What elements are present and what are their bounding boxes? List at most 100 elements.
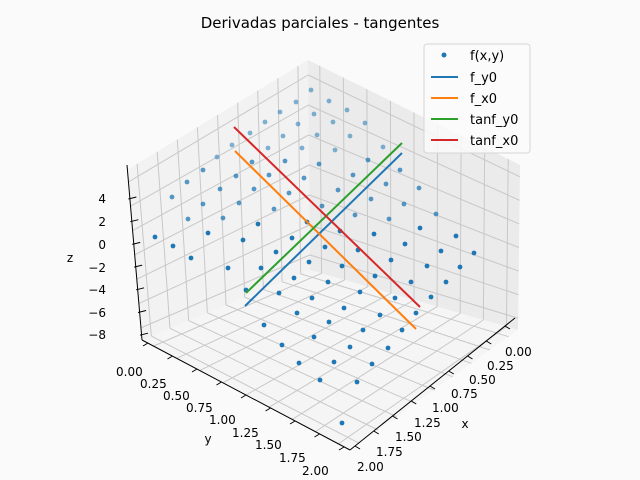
scatter-point: [170, 243, 176, 249]
scatter-point: [184, 179, 190, 185]
axis-ticks: [128, 196, 511, 451]
scatter-point: [325, 279, 331, 285]
scatter-point: [385, 345, 391, 351]
z-tick-mark: [135, 287, 145, 291]
scatter-point: [401, 201, 407, 207]
grid-line: [308, 164, 520, 248]
scatter-point: [377, 312, 383, 318]
x-axis-line: [349, 317, 516, 451]
legend-label: f(x,y): [470, 49, 504, 64]
scatter-point: [388, 257, 394, 263]
grid-line: [134, 164, 310, 256]
legend: f(x,y) f_y0 f_x0 tanf_y0 tanf_x0: [423, 43, 531, 154]
z-axis-line: [126, 164, 143, 341]
scatter-point: [271, 206, 277, 212]
x-tick: 0.00: [505, 345, 532, 359]
z-tick: 0: [98, 238, 106, 252]
scatter-point: [286, 190, 292, 196]
grid-line: [132, 134, 309, 232]
y-tick-mark: [167, 355, 173, 360]
scatter-point: [255, 221, 261, 227]
scatter-point: [339, 263, 345, 269]
scatter-point: [229, 142, 235, 148]
y-tick-mark: [289, 420, 296, 425]
x-tick: 1.00: [432, 401, 459, 415]
y-tick: 1.00: [209, 413, 236, 427]
line-tanf-x0: [233, 126, 421, 308]
scatter-point: [416, 185, 422, 191]
y-tick: 0.00: [116, 365, 143, 379]
legend-item-f-y0: f_y0: [431, 71, 497, 86]
grid-line: [300, 273, 509, 338]
x-tick-mark: [485, 340, 492, 345]
x-tick: 0.50: [469, 373, 496, 387]
grid-line: [338, 326, 507, 445]
scatter-point: [309, 295, 315, 301]
y-tick-labels: 0.00 0.25 0.50 0.75 1.00 1.25 1.50 1.75 …: [116, 365, 329, 478]
scatter-point: [217, 186, 223, 192]
legend-item-tanf-y0: tanf_y0: [431, 113, 518, 128]
scatter-point: [413, 310, 419, 316]
z-tick-mark: [134, 264, 143, 268]
scatter-point: [386, 216, 392, 222]
z-tick-mark: [137, 310, 147, 313]
scatter-point: [308, 87, 314, 93]
scatter-point: [294, 310, 300, 316]
grid-line: [281, 281, 491, 351]
scatter-point: [214, 154, 220, 160]
scatter-point: [397, 167, 403, 173]
scatter-point: [311, 334, 317, 340]
scatter-point: [295, 121, 301, 127]
line-f-y0: [244, 152, 403, 307]
scatter-point: [233, 173, 239, 179]
x-tick-labels: 0.00 0.25 0.50 0.75 1.00 1.25 1.50 1.75 …: [357, 345, 532, 474]
scatter-point: [280, 133, 286, 139]
z-axis-label: z: [67, 251, 73, 265]
legend-label: f_y0: [470, 71, 497, 86]
scatter-point: [306, 259, 312, 265]
scatter-point: [326, 319, 332, 325]
x-tick: 1.50: [395, 430, 422, 444]
scatter-point: [341, 305, 347, 311]
scatter-point: [402, 241, 408, 247]
scatter-point: [372, 273, 378, 279]
scatter-point: [276, 290, 282, 296]
grid-line: [140, 254, 311, 329]
scatter-point: [457, 264, 463, 270]
grid-line: [309, 194, 519, 272]
legend-marker-icon: [441, 52, 447, 58]
grid-line: [129, 104, 309, 207]
scatter-series-fxy: [152, 87, 477, 426]
x-tick-mark: [354, 445, 361, 450]
scatter-point: [314, 132, 320, 138]
legend-item-f-x0: f_x0: [431, 92, 497, 107]
scatter-point: [433, 211, 439, 217]
scatter-point: [365, 157, 371, 163]
x-tick-mark: [429, 385, 436, 390]
z-tick-mark: [130, 219, 139, 223]
legend-frame: [423, 43, 531, 154]
scatter-point: [360, 327, 366, 333]
scatter-point: [350, 172, 356, 178]
z-tick: 2: [98, 215, 106, 229]
scatter-point: [200, 201, 206, 207]
y-tick: 0.25: [140, 377, 167, 391]
line-f-x0: [234, 150, 417, 330]
z-tick: 4: [98, 192, 106, 206]
y-tick: 1.75: [279, 451, 306, 465]
y-tick-mark: [216, 381, 222, 386]
scatter-point: [399, 327, 405, 333]
scatter-point: [371, 231, 377, 237]
legend-label: f_x0: [470, 92, 497, 107]
y-tick: 1.25: [232, 426, 259, 440]
y-tick: 0.75: [186, 401, 213, 415]
scatter-point: [266, 172, 272, 178]
scatter-point: [293, 99, 299, 105]
scatter-point: [362, 120, 368, 126]
scatter-point: [258, 265, 264, 271]
scatter-point: [200, 167, 206, 173]
scatter-point: [225, 265, 231, 271]
scatter-point: [417, 225, 423, 231]
z-tick-labels: 4 2 0 −2 −4 −6 −8: [88, 192, 106, 342]
scatter-point: [277, 109, 283, 115]
